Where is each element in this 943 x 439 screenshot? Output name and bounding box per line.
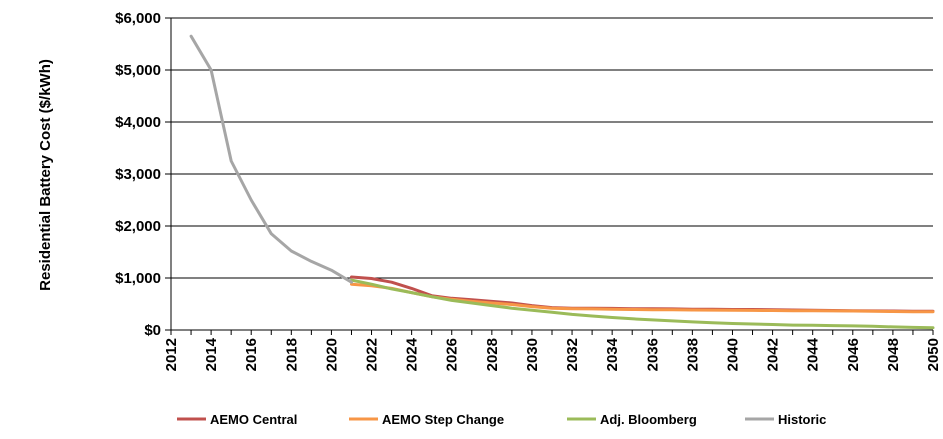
x-tick-labels: 2012 2014 2016 2018 2020 2022 2024 2026 2028 2030… (163, 337, 942, 371)
x-tick-label: 2012 (163, 338, 180, 371)
series-line-historic (189, 34, 353, 284)
x-tick-label: 2048 (885, 338, 902, 371)
y-tick-label: $3,000 (115, 166, 161, 183)
series-line-aemo-central (350, 275, 935, 313)
x-tick-label: 2020 (323, 338, 340, 371)
y-tick-labels: $0 $1,000 $2,000 $3,000 $4,000 $5,000 $6,000 (115, 10, 161, 339)
x-tick-label: 2022 (364, 338, 381, 371)
legend-label: Historic (778, 412, 826, 427)
x-tick-label: 2042 (765, 338, 782, 371)
legend: AEMO Central AEMO Step Change Adj. Bloombe… (177, 412, 826, 427)
y-axis-title: Residential Battery Cost ($/kWh) (37, 59, 54, 291)
y-tick-label: $1,000 (115, 270, 161, 287)
x-tick-label: 2028 (484, 338, 501, 371)
x-tick-label: 2018 (283, 338, 300, 371)
x-tick-label: 2014 (203, 337, 220, 371)
y-tick-label: $6,000 (115, 10, 161, 27)
x-tick-label: 2040 (724, 338, 741, 371)
y-tick-label: $2,000 (115, 218, 161, 235)
y-tick-label: $4,000 (115, 114, 161, 131)
y-tick-label: $0 (144, 322, 161, 339)
series-lines (189, 34, 935, 330)
axes (165, 17, 934, 335)
series-line-adj-bloomberg (350, 278, 935, 330)
x-tick-label: 2044 (805, 337, 822, 371)
x-tick-label: 2026 (444, 338, 461, 371)
x-tick-label: 2032 (564, 338, 581, 371)
x-tick-label: 2036 (644, 338, 661, 371)
x-tick-label: 2050 (925, 338, 942, 371)
x-tick-label: 2016 (243, 338, 260, 371)
x-tick-label: 2034 (604, 337, 621, 371)
x-tick-label: 2030 (524, 338, 541, 371)
x-tick-label: 2024 (404, 337, 421, 371)
legend-label: Adj. Bloomberg (600, 412, 697, 427)
y-tick-label: $5,000 (115, 62, 161, 79)
x-tick-label: 2046 (845, 338, 862, 371)
legend-label: AEMO Step Change (382, 412, 504, 427)
legend-label: AEMO Central (210, 412, 297, 427)
x-tick-label: 2038 (684, 338, 701, 371)
gridlines (171, 17, 933, 331)
